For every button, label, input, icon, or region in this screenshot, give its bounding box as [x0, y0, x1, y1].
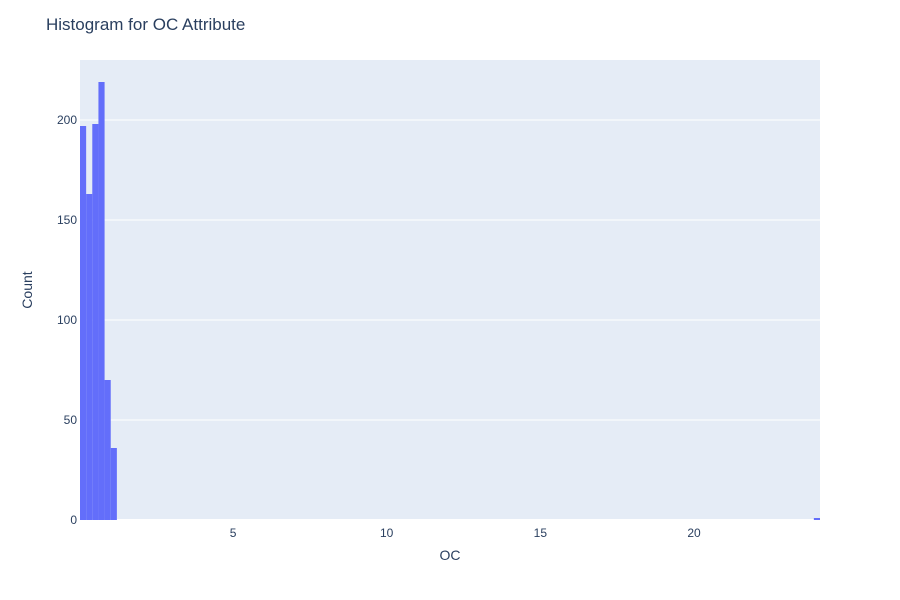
x-tick-label: 10 — [380, 526, 394, 540]
y-tick-label: 200 — [57, 113, 77, 127]
histogram-bar[interactable] — [98, 82, 105, 520]
x-tick-label: 15 — [534, 526, 548, 540]
histogram-bar[interactable] — [80, 126, 87, 520]
y-tick-label: 150 — [57, 213, 77, 227]
x-axis-title: OC — [440, 547, 461, 563]
histogram-bar[interactable] — [813, 518, 820, 520]
histogram-bar[interactable] — [92, 124, 99, 520]
x-tick-label: 5 — [230, 526, 237, 540]
x-axis-ticks: 5 10 15 20 — [230, 526, 701, 540]
y-axis-ticks: 0 50 100 150 200 — [57, 113, 77, 527]
y-tick-label: 100 — [57, 313, 77, 327]
y-axis-title: Count — [19, 271, 35, 308]
chart-title: Histogram for OC Attribute — [46, 15, 245, 34]
histogram-bars — [80, 82, 820, 520]
grid-lines — [80, 119, 820, 521]
histogram-bar[interactable] — [110, 448, 117, 520]
histogram-bar[interactable] — [86, 194, 93, 520]
plot-area — [80, 60, 820, 520]
y-tick-label: 0 — [70, 513, 77, 527]
histogram-bar[interactable] — [104, 380, 111, 520]
y-tick-label: 50 — [64, 413, 78, 427]
x-tick-label: 20 — [687, 526, 701, 540]
